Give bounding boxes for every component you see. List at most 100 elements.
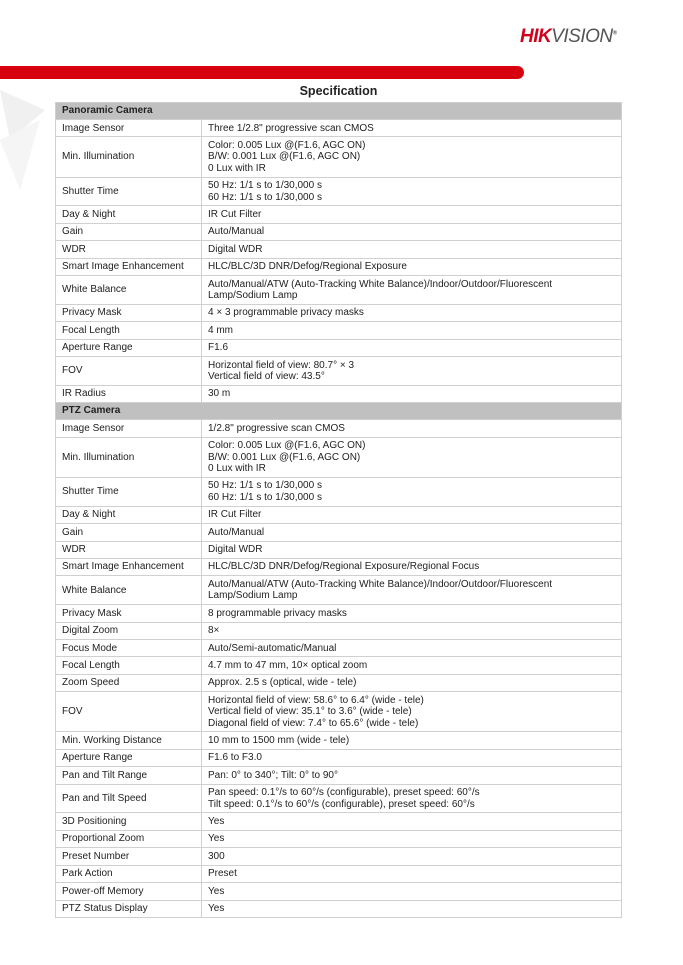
table-row: Park Action Preset bbox=[55, 864, 622, 884]
spec-value-line: Approx. 2.5 s (optical, wide - tele) bbox=[208, 677, 357, 689]
spec-label: Aperture Range bbox=[55, 748, 202, 768]
spec-label: Gain bbox=[55, 222, 202, 242]
spec-value-line: Yes bbox=[208, 885, 225, 897]
spec-label: FOV bbox=[55, 691, 202, 733]
spec-value-line: Diagonal field of view: 7.4° to 65.6° (w… bbox=[208, 717, 419, 729]
spec-value-line: Digital WDR bbox=[208, 544, 263, 556]
spec-value: Color: 0.005 Lux @(F1.6, AGC ON) B/W: 0.0… bbox=[201, 436, 622, 478]
spec-value-line: Color: 0.005 Lux @(F1.6, AGC ON) bbox=[208, 139, 366, 151]
spec-value-line: Yes bbox=[208, 815, 225, 827]
spec-value: Approx. 2.5 s (optical, wide - tele) bbox=[201, 673, 622, 693]
spec-label: Privacy Mask bbox=[55, 604, 202, 623]
hikvision-logo: HIKVISION® bbox=[520, 26, 617, 47]
spec-label: Min. Illumination bbox=[55, 436, 202, 478]
table-row: Gain Auto/Manual bbox=[55, 523, 622, 542]
table-row: WDR Digital WDR bbox=[55, 540, 622, 559]
spec-value-line: 10 mm to 1500 mm (wide - tele) bbox=[208, 734, 350, 746]
spec-value-line: 4 mm bbox=[208, 324, 233, 336]
table-row: FOV Horizontal field of view: 58.6° to 6.… bbox=[55, 691, 622, 733]
table-row: IR Radius 30 m bbox=[55, 384, 622, 404]
table-row: Privacy Mask 4 × 3 programmable privacy m… bbox=[55, 303, 622, 323]
spec-label: Focal Length bbox=[55, 321, 202, 340]
spec-value: 50 Hz: 1/1 s to 1/30,000 s 60 Hz: 1/1 s t… bbox=[201, 476, 622, 507]
spec-value-line: 300 bbox=[208, 850, 225, 862]
spec-value: 4.7 mm to 47 mm, 10× optical zoom bbox=[201, 656, 622, 675]
spec-label: Min. Working Distance bbox=[55, 731, 202, 750]
spec-value-line: Vertical field of view: 43.5° bbox=[208, 371, 325, 382]
table-row: Smart Image Enhancement HLC/BLC/3D DNR/De… bbox=[55, 557, 622, 577]
page-title: Specification bbox=[299, 84, 378, 98]
spec-value-line: Horizontal field of view: 80.7° × 3 bbox=[208, 359, 355, 371]
spec-value-line: 50 Hz: 1/1 s to 1/30,000 s bbox=[208, 180, 322, 192]
spec-value: Auto/Semi-automatic/Manual bbox=[201, 638, 622, 658]
spec-label: Pan and Tilt Speed bbox=[55, 783, 202, 814]
table-row: Proportional Zoom Yes bbox=[55, 829, 622, 849]
table-row: 3D Positioning Yes bbox=[55, 812, 622, 831]
spec-label: Min. Illumination bbox=[55, 136, 202, 178]
spec-value: 4 mm bbox=[201, 321, 622, 340]
spec-value: F1.6 bbox=[201, 338, 622, 358]
spec-value-line: Horizontal field of view: 58.6° to 6.4° … bbox=[208, 694, 424, 706]
spec-label: Privacy Mask bbox=[55, 303, 202, 323]
spec-value: 1/2.8" progressive scan CMOS bbox=[201, 419, 622, 438]
spec-value-line: IR Cut Filter bbox=[208, 509, 262, 521]
spec-value: 10 mm to 1500 mm (wide - tele) bbox=[201, 731, 622, 750]
table-row: WDR Digital WDR bbox=[55, 240, 622, 259]
spec-label: Image Sensor bbox=[55, 419, 202, 438]
spec-value-line: Three 1/2.8" progressive scan CMOS bbox=[208, 122, 374, 134]
spec-value-line: Auto/Semi-automatic/Manual bbox=[208, 642, 337, 654]
spec-value: 50 Hz: 1/1 s to 1/30,000 s 60 Hz: 1/1 s t… bbox=[201, 176, 622, 207]
table-row: Shutter Time 50 Hz: 1/1 s to 1/30,000 s 60… bbox=[55, 176, 622, 207]
spec-label: WDR bbox=[55, 540, 202, 559]
spec-label: White Balance bbox=[55, 275, 202, 305]
spec-value: IR Cut Filter bbox=[201, 205, 622, 224]
spec-label: Digital Zoom bbox=[55, 621, 202, 641]
spec-value: Three 1/2.8" progressive scan CMOS bbox=[201, 118, 622, 138]
table-row: Aperture Range F1.6 bbox=[55, 338, 622, 358]
table-row: Preset Number 300 bbox=[55, 847, 622, 866]
spec-value-line: 60 Hz: 1/1 s to 1/30,000 s bbox=[208, 491, 322, 503]
table-row: Image Sensor 1/2.8" progressive scan CMOS bbox=[55, 419, 622, 438]
table-row: FOV Horizontal field of view: 80.7° × 3 Ve… bbox=[55, 356, 622, 386]
table-row: Focal Length 4 mm bbox=[55, 321, 622, 340]
spec-value: Digital WDR bbox=[201, 240, 622, 259]
table-row: Gain Auto/Manual bbox=[55, 222, 622, 242]
table-row: Day & Night IR Cut Filter bbox=[55, 505, 622, 525]
table-row: Aperture Range F1.6 to F3.0 bbox=[55, 748, 622, 768]
spec-value: 8× bbox=[201, 621, 622, 641]
table-row: Pan and Tilt Range Pan: 0° to 340°; Tilt:… bbox=[55, 766, 622, 785]
spec-label: WDR bbox=[55, 240, 202, 259]
spec-value-line: B/W: 0.001 Lux @(F1.6, AGC ON) bbox=[208, 451, 361, 463]
table-row: Zoom Speed Approx. 2.5 s (optical, wide -… bbox=[55, 673, 622, 693]
spec-value: F1.6 to F3.0 bbox=[201, 748, 622, 768]
table-row: PTZ Status Display Yes bbox=[55, 899, 622, 918]
spec-label: Shutter Time bbox=[55, 176, 202, 207]
spec-value-line: Auto/Manual/ATW (Auto-Tracking White Bal… bbox=[208, 278, 553, 290]
spec-label: Aperture Range bbox=[55, 338, 202, 358]
spec-value-line: Preset bbox=[208, 868, 237, 880]
spec-value: Horizontal field of view: 80.7° × 3 Verti… bbox=[201, 356, 622, 386]
spec-label: Shutter Time bbox=[55, 476, 202, 507]
section-header: Panoramic Camera bbox=[55, 102, 622, 120]
header-red-bar bbox=[0, 66, 524, 79]
table-row: Min. Illumination Color: 0.005 Lux @(F1.6… bbox=[55, 136, 622, 178]
spec-label: Proportional Zoom bbox=[55, 829, 202, 849]
spec-value: Color: 0.005 Lux @(F1.6, AGC ON) B/W: 0.0… bbox=[201, 136, 622, 178]
table-row: Shutter Time 50 Hz: 1/1 s to 1/30,000 s 60… bbox=[55, 476, 622, 507]
spec-label: Gain bbox=[55, 523, 202, 542]
spec-value-line: 8 programmable privacy masks bbox=[208, 607, 347, 619]
spec-value-line: Tilt speed: 0.1°/s to 60°/s (configurabl… bbox=[208, 798, 475, 810]
spec-label: Preset Number bbox=[55, 847, 202, 866]
spec-value-line: 4 × 3 programmable privacy masks bbox=[208, 307, 364, 319]
spec-value: 4 × 3 programmable privacy masks bbox=[201, 303, 622, 323]
spec-value-line: Pan speed: 0.1°/s to 60°/s (configurable… bbox=[208, 787, 480, 799]
spec-value-line: Yes bbox=[208, 833, 225, 845]
spec-value-line: 60 Hz: 1/1 s to 1/30,000 s bbox=[208, 191, 322, 203]
table-row: Image Sensor Three 1/2.8" progressive sca… bbox=[55, 118, 622, 138]
spec-label: 3D Positioning bbox=[55, 812, 202, 831]
spec-value: Auto/Manual bbox=[201, 222, 622, 242]
table-row: Focal Length 4.7 mm to 47 mm, 10× optical… bbox=[55, 656, 622, 675]
spec-value-line: F1.6 bbox=[208, 342, 229, 354]
spec-value-line: Pan: 0° to 340°; Tilt: 0° to 90° bbox=[208, 769, 338, 781]
spec-value-line: HLC/BLC/3D DNR/Defog/Regional Exposure/R… bbox=[208, 561, 480, 573]
